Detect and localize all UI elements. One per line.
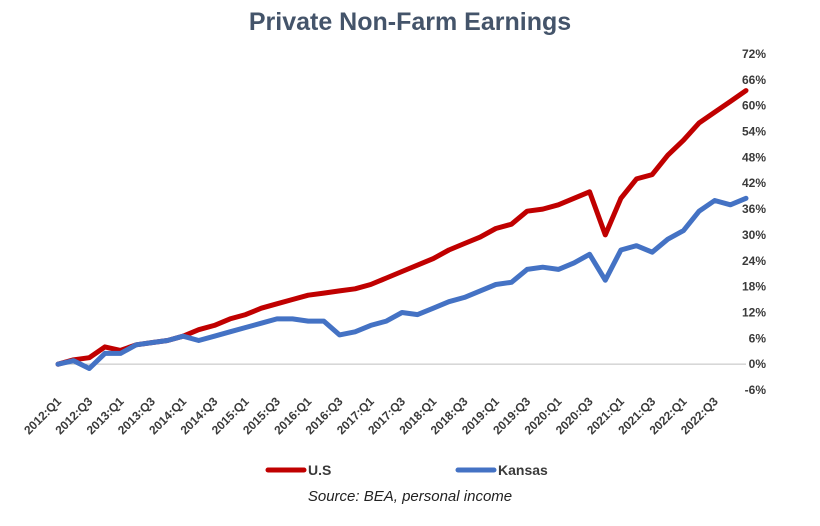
y-tick-label: 72% [742, 47, 766, 61]
legend-label: Kansas [498, 462, 548, 478]
y-tick-label: 54% [742, 125, 766, 139]
y-tick-label: 6% [749, 331, 767, 345]
y-tick-label: 48% [742, 150, 766, 164]
series-line-us [55, 88, 749, 367]
y-tick-label: 24% [742, 254, 766, 268]
y-tick-label: 0% [749, 357, 767, 371]
y-tick-label: 12% [742, 305, 766, 319]
chart-title: Private Non-Farm Earnings [248, 8, 572, 36]
y-tick-label: 36% [742, 202, 766, 216]
y-tick-label: 18% [742, 280, 766, 294]
y-tick-label: -6% [745, 383, 767, 397]
y-tick-label: 66% [742, 73, 766, 87]
legend-label: U.S [308, 462, 331, 478]
y-tick-label: 60% [742, 99, 766, 113]
series-line-kansas [55, 195, 749, 371]
y-tick-label: 42% [742, 176, 766, 190]
y-tick-label: 30% [742, 228, 766, 242]
chart-source: Source: BEA, personal income [307, 488, 513, 505]
